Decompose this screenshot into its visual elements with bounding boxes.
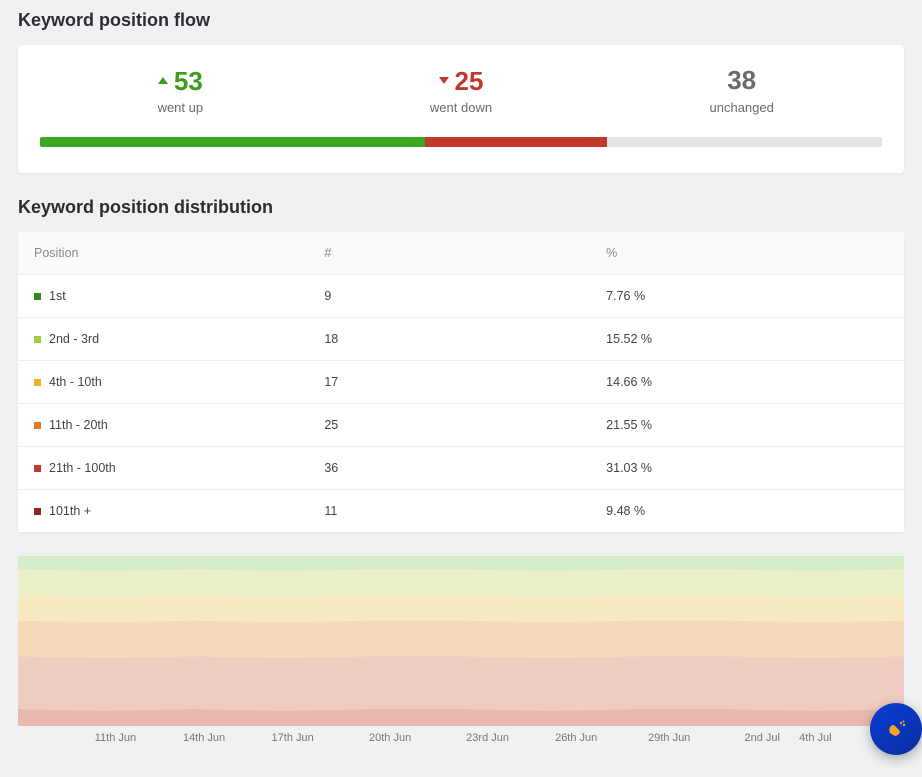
position-label: 101th + xyxy=(49,504,91,518)
x-axis-label: 23rd Jun xyxy=(466,732,509,744)
area-band xyxy=(18,595,904,622)
position-cell: 1st xyxy=(34,289,324,303)
count-cell: 17 xyxy=(324,375,606,389)
area-band xyxy=(18,656,904,710)
x-axis-label: 20th Jun xyxy=(369,732,411,744)
flow-unchanged-label: unchanged xyxy=(601,100,882,115)
flow-up-value: 53 xyxy=(158,68,203,94)
flow-up-number: 53 xyxy=(174,68,203,94)
distribution-area-chart: 11th Jun 14th Jun 17th Jun 20th Jun 23rd Jun… xyxy=(18,556,904,754)
area-chart-svg xyxy=(18,556,904,726)
flow-up-label: went up xyxy=(40,100,321,115)
distribution-section-title: Keyword position distribution xyxy=(18,197,904,218)
flow-down-value: 25 xyxy=(439,68,484,94)
table-row: 101th + 119.48 % xyxy=(18,490,904,532)
col-position: Position xyxy=(34,246,324,260)
flow-stats: 53 went up 25 went down 38 unchanged xyxy=(40,67,882,115)
pct-cell: 15.52 % xyxy=(606,332,888,346)
help-fab[interactable] xyxy=(870,703,922,755)
flow-stat-unchanged: 38 unchanged xyxy=(601,67,882,115)
area-band xyxy=(18,709,904,726)
count-cell: 11 xyxy=(324,504,606,518)
table-row: 4th - 10th 1714.66 % xyxy=(18,361,904,404)
flow-unchanged-value: 38 xyxy=(727,67,756,93)
position-label: 2nd - 3rd xyxy=(49,332,99,346)
flow-unchanged-number: 38 xyxy=(727,67,756,93)
position-cell: 4th - 10th xyxy=(34,375,324,389)
flow-section-title: Keyword position flow xyxy=(18,10,904,31)
table-row: 1st 97.76 % xyxy=(18,275,904,318)
x-axis-label: 4th Jul xyxy=(799,732,831,744)
x-axis-label: 2nd Jul xyxy=(744,732,779,744)
x-axis-label: 26th Jun xyxy=(555,732,597,744)
position-swatch-icon xyxy=(34,465,41,472)
position-cell: 21th - 100th xyxy=(34,461,324,475)
position-label: 4th - 10th xyxy=(49,375,102,389)
position-label: 11th - 20th xyxy=(49,418,108,432)
x-axis-label: 11th Jun xyxy=(95,732,136,744)
flow-bar-segment xyxy=(40,137,425,147)
arrow-down-icon xyxy=(439,77,449,84)
area-band xyxy=(18,621,904,658)
flow-bar-segment xyxy=(425,137,607,147)
distribution-header-row: Position # % xyxy=(18,232,904,275)
distribution-table: Position # % 1st 97.76 % 2nd - 3rd 1815.52 … xyxy=(18,232,904,532)
x-axis-label: 17th Jun xyxy=(272,732,314,744)
flow-card: 53 went up 25 went down 38 unchanged xyxy=(18,45,904,173)
position-label: 21th - 100th xyxy=(49,461,116,475)
x-axis-label: 29th Jun xyxy=(648,732,690,744)
count-cell: 25 xyxy=(324,418,606,432)
position-swatch-icon xyxy=(34,379,41,386)
count-cell: 36 xyxy=(324,461,606,475)
position-cell: 101th + xyxy=(34,504,324,518)
col-pct: % xyxy=(606,246,888,260)
position-cell: 2nd - 3rd xyxy=(34,332,324,346)
position-swatch-icon xyxy=(34,336,41,343)
table-row: 21th - 100th 3631.03 % xyxy=(18,447,904,490)
table-row: 2nd - 3rd 1815.52 % xyxy=(18,318,904,361)
table-row: 11th - 20th 2521.55 % xyxy=(18,404,904,447)
pct-cell: 31.03 % xyxy=(606,461,888,475)
pct-cell: 7.76 % xyxy=(606,289,888,303)
flow-down-label: went down xyxy=(321,100,602,115)
x-axis-labels: 11th Jun 14th Jun 17th Jun 20th Jun 23rd Jun… xyxy=(18,726,904,746)
pct-cell: 9.48 % xyxy=(606,504,888,518)
wave-icon xyxy=(882,715,910,743)
position-swatch-icon xyxy=(34,508,41,515)
x-axis-label: 14th Jun xyxy=(183,732,225,744)
position-swatch-icon xyxy=(34,422,41,429)
flow-stat-down: 25 went down xyxy=(321,68,602,115)
flow-progress-bar xyxy=(40,137,882,147)
position-swatch-icon xyxy=(34,293,41,300)
position-cell: 11th - 20th xyxy=(34,418,324,432)
count-cell: 9 xyxy=(324,289,606,303)
pct-cell: 21.55 % xyxy=(606,418,888,432)
arrow-up-icon xyxy=(158,77,168,84)
area-band xyxy=(18,556,904,571)
count-cell: 18 xyxy=(324,332,606,346)
flow-down-number: 25 xyxy=(455,68,484,94)
pct-cell: 14.66 % xyxy=(606,375,888,389)
col-count: # xyxy=(324,246,606,260)
position-label: 1st xyxy=(49,289,66,303)
area-band xyxy=(18,570,904,597)
flow-stat-up: 53 went up xyxy=(40,68,321,115)
flow-bar-segment xyxy=(607,137,882,147)
